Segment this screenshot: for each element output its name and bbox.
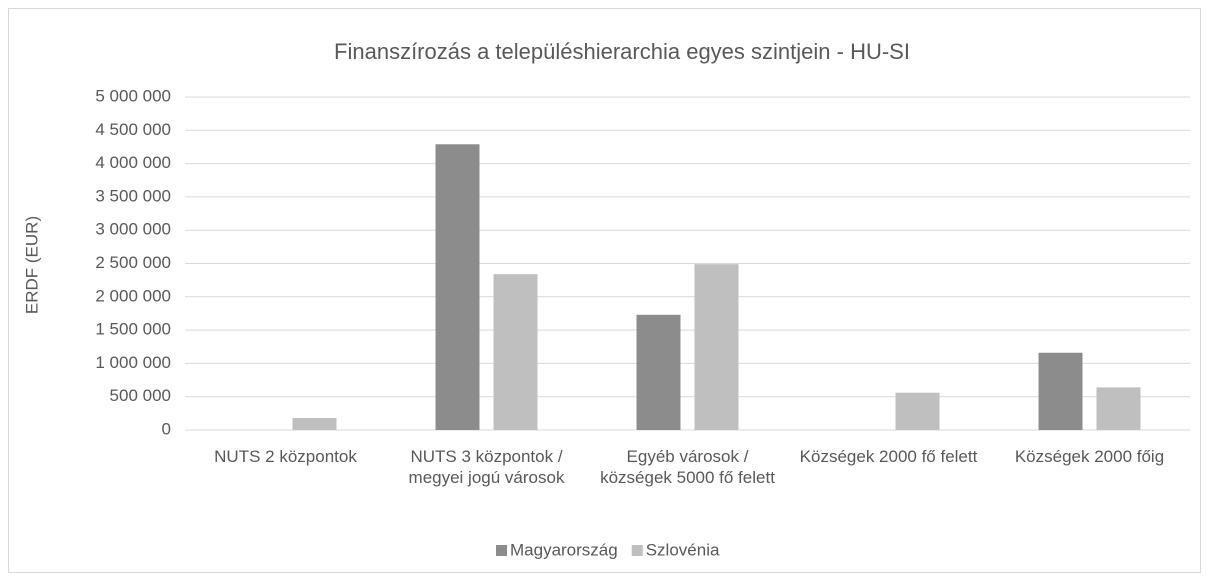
bar <box>435 144 480 430</box>
bar <box>1096 387 1141 430</box>
y-tick-label: 500 000 <box>110 386 171 405</box>
legend-label: Magyarország <box>510 540 618 559</box>
x-tick-label: Községek 2000 főig <box>1014 447 1165 466</box>
legend-swatch <box>496 545 507 556</box>
x-tick-label: NUTS 2 központok <box>214 447 357 466</box>
y-tick-label: 4 000 000 <box>95 153 171 172</box>
y-tick-label: 2 500 000 <box>95 253 171 272</box>
y-tick-label: 2 000 000 <box>95 286 171 305</box>
bar <box>292 418 337 430</box>
chart-border <box>8 8 1201 573</box>
y-tick-label: 5 000 000 <box>95 86 171 105</box>
y-axis-title: ERDF (EUR) <box>22 216 41 314</box>
y-tick-label: 3 000 000 <box>95 220 171 239</box>
y-tick-label: 0 <box>162 419 171 438</box>
legend-label: Szlovénia <box>646 540 720 559</box>
y-tick-label: 1 500 000 <box>95 320 171 339</box>
bar <box>1038 352 1083 430</box>
legend-swatch <box>631 545 643 556</box>
bar <box>694 264 739 430</box>
bar <box>636 314 681 430</box>
bar <box>895 392 940 430</box>
y-tick-label: 4 500 000 <box>95 120 171 139</box>
x-tick-label: Községek 2000 fő felett <box>799 447 978 466</box>
y-tick-label: 3 500 000 <box>95 186 171 205</box>
x-tick-label: Egyéb városok / községek 5000 fő felett <box>600 447 775 487</box>
bar <box>493 274 538 430</box>
x-tick-label: NUTS 3 központok / megyei jogú városok <box>408 447 565 487</box>
y-tick-label: 1 000 000 <box>95 353 171 372</box>
chart-title: Finanszírozás a településhierarchia egye… <box>334 39 910 64</box>
